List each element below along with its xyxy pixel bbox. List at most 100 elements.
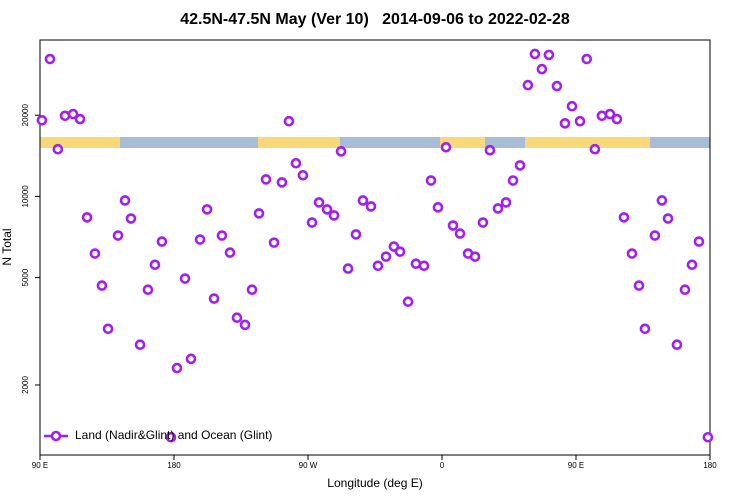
- data-point: [492, 203, 504, 214]
- data-point: [36, 114, 48, 126]
- data-point: [224, 247, 236, 258]
- y-tick-label: 5000: [21, 268, 30, 286]
- x-tick-label: 0: [440, 461, 445, 470]
- data-point: [380, 251, 392, 262]
- y-tick-label: 20000: [21, 104, 30, 127]
- data-point: [194, 234, 206, 245]
- data-point: [74, 113, 86, 125]
- data-point: [686, 259, 698, 271]
- data-point: [306, 217, 318, 228]
- data-point: [543, 49, 555, 61]
- data-point: [171, 362, 183, 374]
- data-point: [297, 169, 309, 181]
- data-point: [702, 431, 714, 443]
- data-point: [500, 197, 512, 208]
- data-point: [253, 208, 265, 219]
- y-tick-label: 2000: [21, 376, 30, 394]
- data-point: [112, 230, 124, 241]
- x-tick-label: 180: [703, 461, 717, 470]
- data-point: [671, 339, 683, 351]
- data-point: [201, 204, 213, 215]
- data-point: [574, 115, 586, 127]
- data-point: [268, 237, 280, 248]
- data-point: [693, 236, 705, 247]
- chart-title: 42.5N-47.5N May (Ver 10) 2014-09-06 to 2…: [180, 11, 570, 28]
- data-point: [679, 284, 691, 295]
- data-point: [276, 177, 288, 188]
- x-tick-label: 90 E: [568, 461, 584, 470]
- data-point: [165, 431, 177, 443]
- data-point: [596, 110, 608, 122]
- data-point: [52, 143, 64, 155]
- data-point: [551, 80, 563, 92]
- data-point: [59, 110, 71, 122]
- data-point: [440, 141, 452, 153]
- data-point: [67, 108, 79, 120]
- plot-frame: [39, 39, 711, 456]
- data-point: [626, 248, 638, 259]
- data-point: [134, 339, 146, 351]
- data-point: [179, 273, 191, 284]
- data-point: [283, 115, 295, 127]
- y-axis-label: N Total: [0, 228, 14, 265]
- data-point: [589, 143, 601, 155]
- data-point: [662, 213, 674, 224]
- data-point: [507, 175, 519, 186]
- data-point: [335, 146, 347, 157]
- data-point: [432, 202, 444, 213]
- data-point: [559, 118, 571, 129]
- data-point: [81, 212, 93, 223]
- data-point: [604, 108, 616, 120]
- x-tick-label: 180: [167, 461, 181, 470]
- data-point: [656, 195, 668, 206]
- x-tick-label: 90 W: [299, 461, 318, 470]
- legend-marker: [50, 430, 62, 442]
- land-ocean-strip: [40, 137, 710, 148]
- data-point: [290, 157, 302, 169]
- data-point: [394, 246, 406, 257]
- data-point: [125, 213, 137, 224]
- data-point: [536, 63, 548, 75]
- data-point: [216, 230, 228, 241]
- data-point: [149, 259, 161, 271]
- y-tick-label: 10000: [21, 185, 30, 208]
- data-point: [365, 201, 377, 212]
- data-point: [484, 144, 496, 156]
- data-point: [418, 260, 430, 272]
- data-point: [425, 175, 437, 186]
- data-point: [142, 284, 154, 295]
- data-point: [328, 210, 340, 221]
- data-point: [260, 174, 272, 185]
- data-point: [611, 113, 623, 125]
- data-point: [239, 319, 251, 331]
- data-point: [469, 251, 481, 262]
- data-point: [454, 228, 466, 239]
- data-point: [156, 236, 168, 247]
- x-axis-label: Longitude (deg E): [327, 476, 422, 490]
- data-point: [208, 293, 220, 304]
- data-point: [372, 260, 384, 272]
- x-tick-label: 90 E: [32, 461, 48, 470]
- data-point: [89, 248, 101, 259]
- data-point: [402, 296, 414, 308]
- data-point: [231, 312, 243, 324]
- data-point: [514, 160, 526, 171]
- data-point: [618, 212, 630, 223]
- data-point: [44, 53, 56, 65]
- data-point: [96, 280, 108, 291]
- data-point: [357, 195, 369, 206]
- data-point: [313, 197, 325, 208]
- data-point: [633, 280, 645, 291]
- data-point: [581, 53, 593, 65]
- data-point: [566, 100, 578, 112]
- data-point: [477, 217, 489, 228]
- data-point: [350, 229, 362, 240]
- data-point: [447, 220, 459, 231]
- data-point: [639, 323, 651, 335]
- data-point: [529, 48, 541, 60]
- legend-label: Land (Nadir&Glint) and Ocean (Glint): [75, 428, 272, 442]
- data-point: [321, 204, 333, 215]
- data-point: [649, 230, 661, 241]
- data-point: [522, 79, 534, 91]
